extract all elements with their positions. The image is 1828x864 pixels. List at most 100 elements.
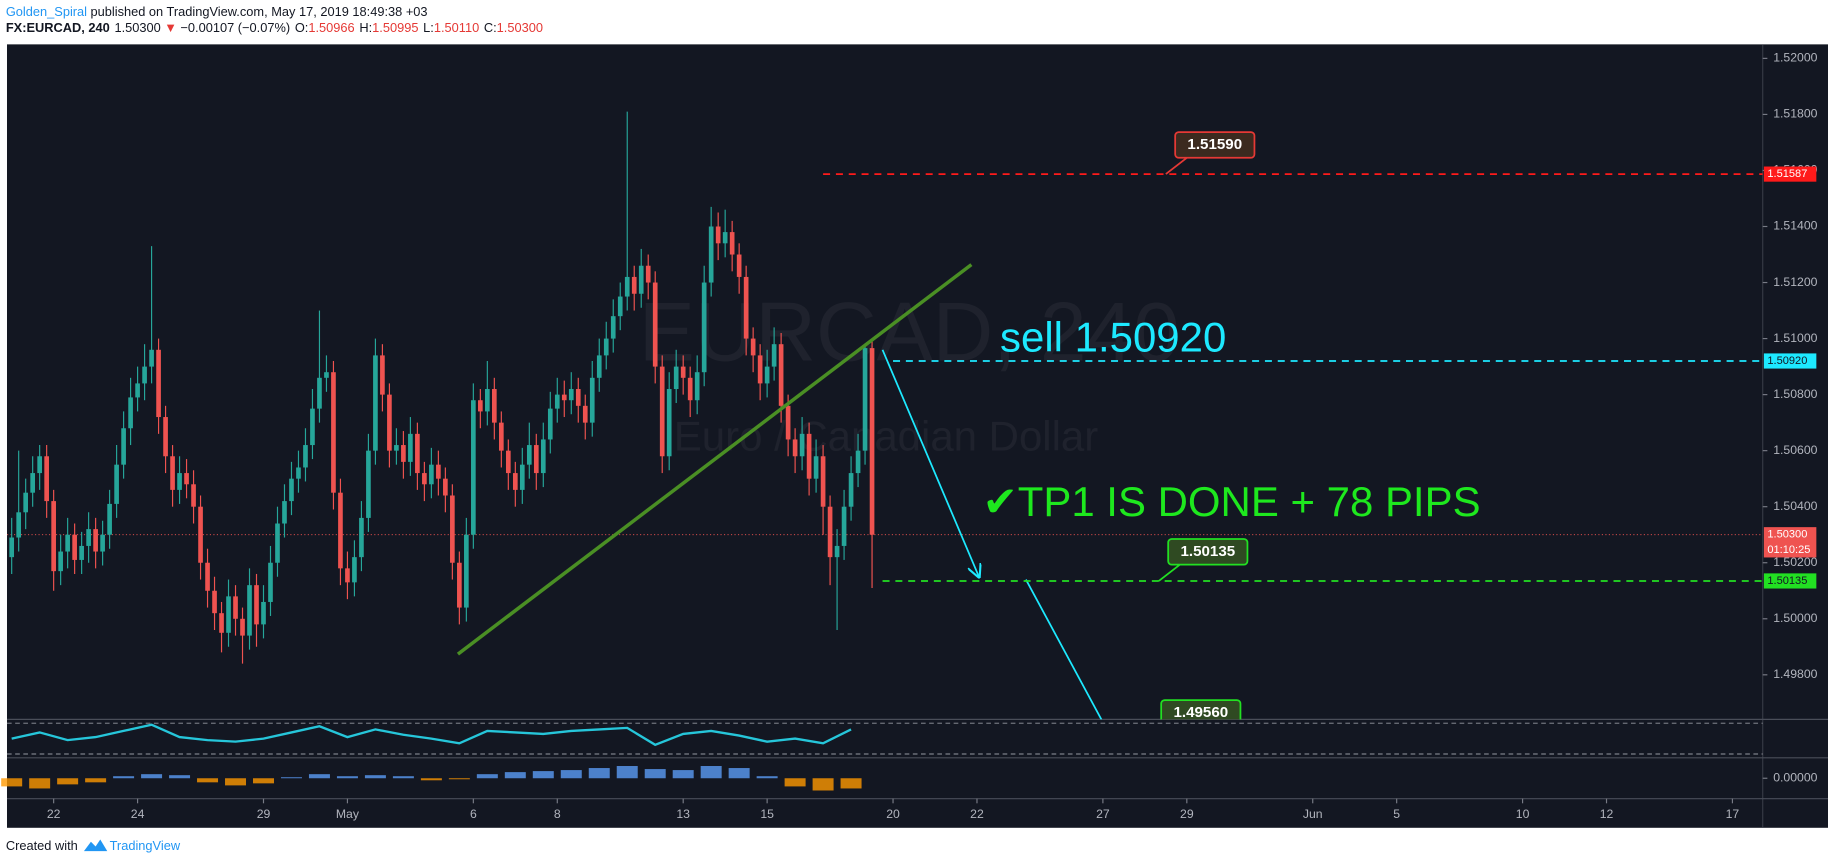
candle-body: [505, 450, 511, 474]
candle-body: [345, 568, 350, 583]
watermark-sub: Euro / Canadian Dollar: [674, 413, 1098, 460]
candle-body: [289, 478, 294, 502]
candle-body: [694, 372, 700, 401]
candle-body: [645, 265, 651, 283]
x-tick-label: 17: [1726, 807, 1740, 821]
candle-body: [806, 433, 812, 479]
y-tick-label: 1.51200: [1773, 275, 1817, 289]
candle-body: [596, 355, 602, 378]
candle-body: [163, 417, 168, 457]
level-tag: [1763, 573, 1817, 589]
candle-body: [205, 562, 210, 591]
candle-body: [107, 503, 112, 535]
candle-body: [429, 464, 434, 485]
callout-label: 1.49560: [1173, 704, 1228, 721]
y-tick-label: 1.51400: [1773, 219, 1817, 233]
level-tag: [1763, 166, 1817, 182]
candle-body: [9, 537, 15, 558]
histogram-bar: [812, 778, 834, 791]
oscillator-line: [11, 723, 852, 747]
trend-line: [456, 263, 973, 656]
candle-body: [72, 534, 77, 560]
indicator-panes: [1, 722, 1763, 791]
candle-body: [526, 445, 532, 465]
candle-body: [610, 316, 616, 339]
candle-body: [114, 464, 119, 504]
candle-body: [51, 501, 56, 572]
candle-body: [44, 456, 49, 502]
candle-body: [624, 276, 630, 297]
y-tick-label: 1.50600: [1773, 443, 1817, 457]
x-tick-label: 22: [970, 807, 984, 821]
last-price-tag: [1763, 527, 1817, 558]
x-tick-label: 22: [47, 807, 61, 821]
histogram-bar: [700, 766, 722, 779]
y-tick-label: 1.50800: [1773, 387, 1817, 401]
footer-brand[interactable]: TradingView: [110, 838, 181, 853]
candle-body: [142, 366, 147, 384]
histogram-bar: [1, 778, 23, 787]
price-axis: 1.520001.518001.516001.514001.512001.510…: [1762, 51, 1818, 784]
candle-body: [198, 506, 203, 563]
candle-body: [443, 478, 448, 496]
candle-body: [247, 585, 252, 636]
histogram-bar: [728, 768, 750, 779]
candle-body: [589, 377, 595, 423]
candle-body: [233, 596, 238, 619]
candle-body: [240, 618, 245, 636]
published: published on TradingView.com, May 17, 20…: [91, 4, 428, 19]
symbol: FX:EURCAD, 240: [6, 21, 110, 36]
candle-body: [359, 517, 364, 558]
candle-body: [631, 276, 637, 294]
candle-body: [324, 372, 329, 378]
ohlc-value: 1.50966: [308, 21, 354, 36]
candle-body: [170, 456, 175, 490]
candle-body: [135, 383, 140, 398]
candle-body: [37, 456, 42, 474]
candle-body: [401, 445, 406, 462]
ohlc-value: 1.50300: [497, 21, 543, 36]
candle-body: [715, 226, 721, 244]
histogram-bar: [840, 778, 862, 789]
candle-body: [373, 355, 378, 451]
x-tick-label: 24: [131, 807, 145, 821]
histogram-bar: [504, 772, 526, 779]
callout-box: [1174, 131, 1256, 159]
x-tick-label: 15: [760, 807, 774, 821]
ohlc-key: H:: [359, 21, 372, 36]
candle-body: [128, 397, 133, 429]
level-label: 1.50135: [1767, 575, 1807, 587]
histogram-bar: [280, 777, 302, 779]
candle-body: [638, 265, 644, 294]
histogram-bar: [85, 778, 107, 783]
symbol-line: FX:EURCAD, 240 1.50300 ▼ −0.00107 (−0.07%) O…: [6, 21, 543, 36]
candle-body: [352, 557, 357, 583]
candle-body: [100, 534, 105, 552]
candle-body: [366, 450, 371, 518]
histogram-bar: [532, 771, 554, 779]
candle-body: [464, 534, 469, 608]
level-label: 1.51587: [1767, 168, 1807, 180]
histogram-bar: [392, 776, 414, 779]
x-tick-label: 12: [1600, 807, 1614, 821]
histogram-bar: [420, 778, 442, 781]
candle-body: [121, 428, 126, 465]
histogram-bar: [253, 778, 274, 784]
x-tick-label: 20: [886, 807, 900, 821]
callout-label: 1.50135: [1180, 543, 1235, 560]
candle-body: [498, 422, 504, 451]
candle-body: [533, 445, 539, 474]
candle-body: [757, 355, 763, 384]
brand-logo[interactable]: [83, 839, 108, 852]
histogram-bar: [336, 776, 358, 779]
y-tick-label: 1.51800: [1773, 107, 1817, 121]
callout-pointer: [1158, 563, 1181, 582]
candle-body: [219, 613, 224, 633]
author[interactable]: Golden_Spiral: [6, 4, 87, 19]
x-tick-label: 27: [1096, 807, 1110, 821]
histogram-bar: [644, 769, 666, 779]
histogram-bar: [364, 775, 386, 779]
candle-body: [519, 464, 525, 490]
candle-body: [582, 405, 588, 423]
candle-body: [261, 601, 266, 625]
